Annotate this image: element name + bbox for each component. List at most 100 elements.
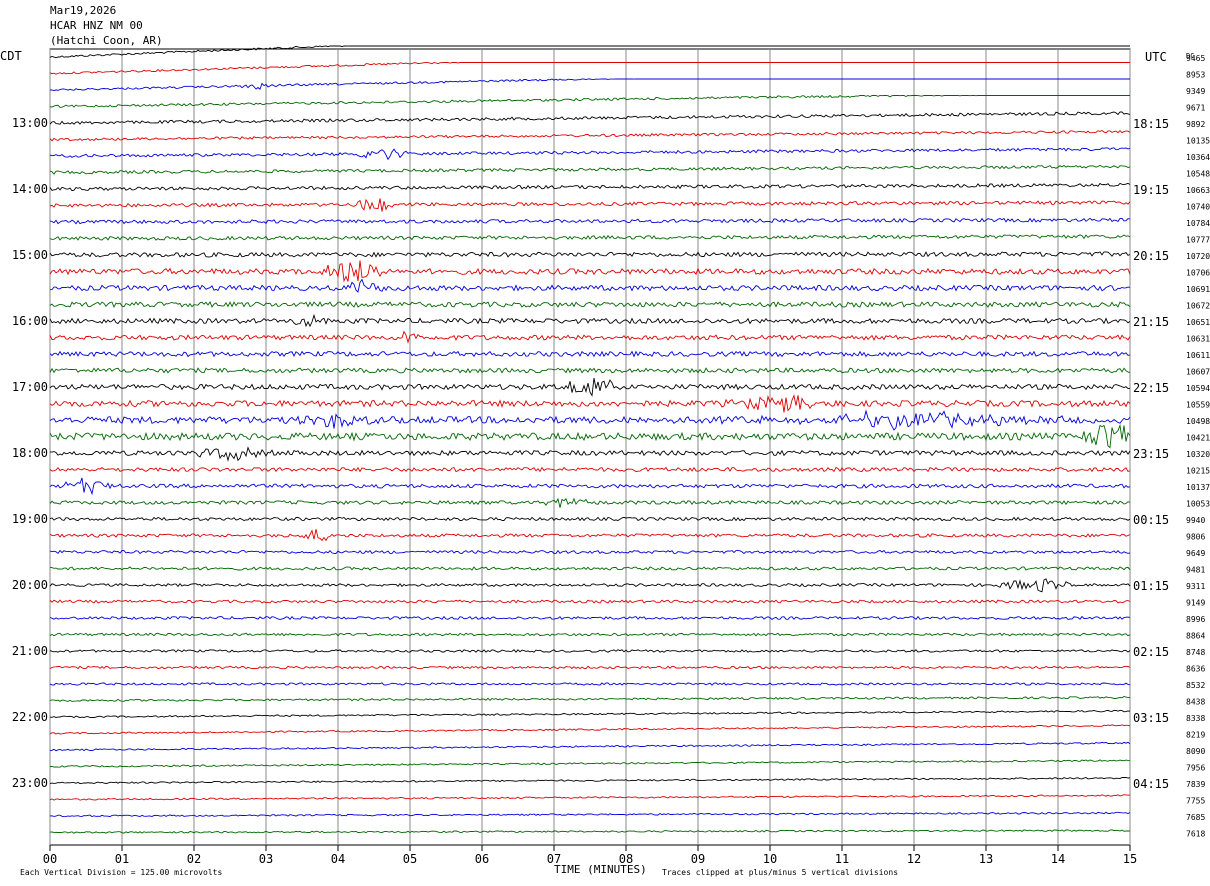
station-location: (Hatchi Coon, AR)	[50, 34, 163, 47]
x-tick-label: 02	[187, 852, 201, 866]
seismic-trace	[49, 260, 1131, 283]
dc-offset-label: 7755	[1186, 797, 1205, 806]
seismic-trace	[49, 423, 1131, 449]
seismic-trace	[49, 198, 1131, 212]
left-hour-label: 15:00	[12, 248, 48, 262]
right-hour-label: 18:15	[1133, 117, 1169, 131]
x-tick-label: 03	[259, 852, 273, 866]
x-tick-label: 07	[547, 852, 561, 866]
x-tick-label: 00	[43, 852, 57, 866]
seismic-trace	[49, 578, 1131, 593]
x-tick-label: 15	[1123, 852, 1137, 866]
seismic-trace	[49, 599, 1131, 604]
seismic-trace	[49, 466, 1131, 473]
dc-offset-label: 7839	[1186, 780, 1205, 789]
x-tick-label: 11	[835, 852, 849, 866]
dc-offset-label: 9940	[1186, 516, 1205, 525]
seismic-trace	[49, 164, 1131, 175]
dc-offset-label: 10320	[1186, 450, 1210, 459]
seismic-trace	[49, 301, 1131, 308]
seismic-trace	[49, 741, 1131, 752]
seismic-trace	[49, 217, 1131, 225]
x-tick-label: 14	[1051, 852, 1065, 866]
seismic-trace	[49, 665, 1131, 670]
dc-offset-label: 9481	[1186, 566, 1205, 575]
dc-offset-label: 9671	[1186, 104, 1205, 113]
dc-offset-label: 9649	[1186, 549, 1205, 558]
seismic-trace	[49, 367, 1131, 374]
left-hour-label: 16:00	[12, 314, 48, 328]
dc-offset-label: 10607	[1186, 368, 1210, 377]
right-hour-label: 23:15	[1133, 447, 1169, 461]
right-hour-label: 20:15	[1133, 249, 1169, 263]
dc-offset-label: 9892	[1186, 120, 1205, 129]
x-tick-label: 01	[115, 852, 129, 866]
seismic-trace	[49, 811, 1131, 818]
left-hour-label: 20:00	[12, 578, 48, 592]
right-hour-label: 19:15	[1133, 183, 1169, 197]
right-timezone-label: UTC	[1145, 50, 1167, 64]
dc-offset-label: 8532	[1186, 681, 1205, 690]
clip-note: Traces clipped at plus/minus 5 vertical …	[662, 868, 898, 877]
dc-offset-label: 10611	[1186, 351, 1210, 360]
seismic-trace	[49, 94, 1130, 108]
seismic-trace	[49, 147, 1131, 161]
seismic-trace	[49, 497, 1131, 508]
dc-offset-label: 10706	[1186, 269, 1210, 278]
seismic-trace	[49, 829, 1131, 834]
scale-note: Each Vertical Division = 125.00 microvol…	[20, 868, 222, 877]
seismic-trace	[49, 776, 1131, 785]
dc-offset-label: 10215	[1186, 467, 1210, 476]
dc-offset-label: 9465	[1186, 54, 1205, 63]
left-hour-label: 17:00	[12, 380, 48, 394]
x-tick-label: 13	[979, 852, 993, 866]
seismic-trace	[49, 313, 1131, 328]
seismic-trace	[49, 446, 1131, 462]
seismic-trace	[49, 477, 1131, 496]
right-hour-label: 03:15	[1133, 711, 1169, 725]
dc-offset-label: 8996	[1186, 615, 1205, 624]
x-tick-label: 04	[331, 852, 345, 866]
seismic-trace	[49, 549, 1131, 555]
dc-offset-label: 10135	[1186, 137, 1210, 146]
dc-offset-label: 7618	[1186, 830, 1205, 839]
dc-offset-label: 10720	[1186, 252, 1210, 261]
right-hour-label: 02:15	[1133, 645, 1169, 659]
seismic-trace	[49, 516, 1131, 522]
x-tick-label: 12	[907, 852, 921, 866]
dc-offset-label: 10364	[1186, 153, 1210, 162]
right-hour-label: 21:15	[1133, 315, 1169, 329]
left-hour-label: 14:00	[12, 182, 48, 196]
dc-offset-label: 10777	[1186, 236, 1210, 245]
x-axis-title: TIME (MINUTES)	[554, 863, 647, 876]
dc-offset-label: 10663	[1186, 186, 1210, 195]
seismic-trace	[49, 251, 1131, 258]
seismic-trace	[49, 724, 1131, 735]
left-hour-label: 19:00	[12, 512, 48, 526]
right-hour-label: 22:15	[1133, 381, 1169, 395]
right-hour-label: 01:15	[1133, 579, 1169, 593]
dc-offset-label: 10784	[1186, 219, 1210, 228]
dc-offset-label: 10631	[1186, 335, 1210, 344]
dc-offset-label: 10740	[1186, 203, 1210, 212]
dc-offset-label: 10594	[1186, 384, 1210, 393]
seismic-trace	[49, 111, 1131, 125]
right-hour-label: 00:15	[1133, 513, 1169, 527]
dc-offset-label: 10137	[1186, 483, 1210, 492]
dc-offset-label: 10651	[1186, 318, 1210, 327]
dc-offset-label: 10672	[1186, 302, 1210, 311]
dc-offset-label: 10691	[1186, 285, 1210, 294]
x-tick-label: 05	[403, 852, 417, 866]
left-timezone-label: CDT	[0, 49, 22, 63]
seismic-trace	[49, 529, 1131, 542]
left-hour-label: 18:00	[12, 446, 48, 460]
dc-offset-label: 10498	[1186, 417, 1210, 426]
seismic-trace	[49, 696, 1130, 702]
seismic-trace	[50, 759, 1131, 768]
dc-offset-label: 10548	[1186, 170, 1210, 179]
dc-offset-label: 8219	[1186, 731, 1205, 740]
station-name: HCAR HNZ NM 00	[50, 19, 143, 32]
seismic-trace	[49, 377, 1130, 397]
seismic-trace	[49, 409, 1131, 431]
dc-offset-label: 10053	[1186, 500, 1210, 509]
